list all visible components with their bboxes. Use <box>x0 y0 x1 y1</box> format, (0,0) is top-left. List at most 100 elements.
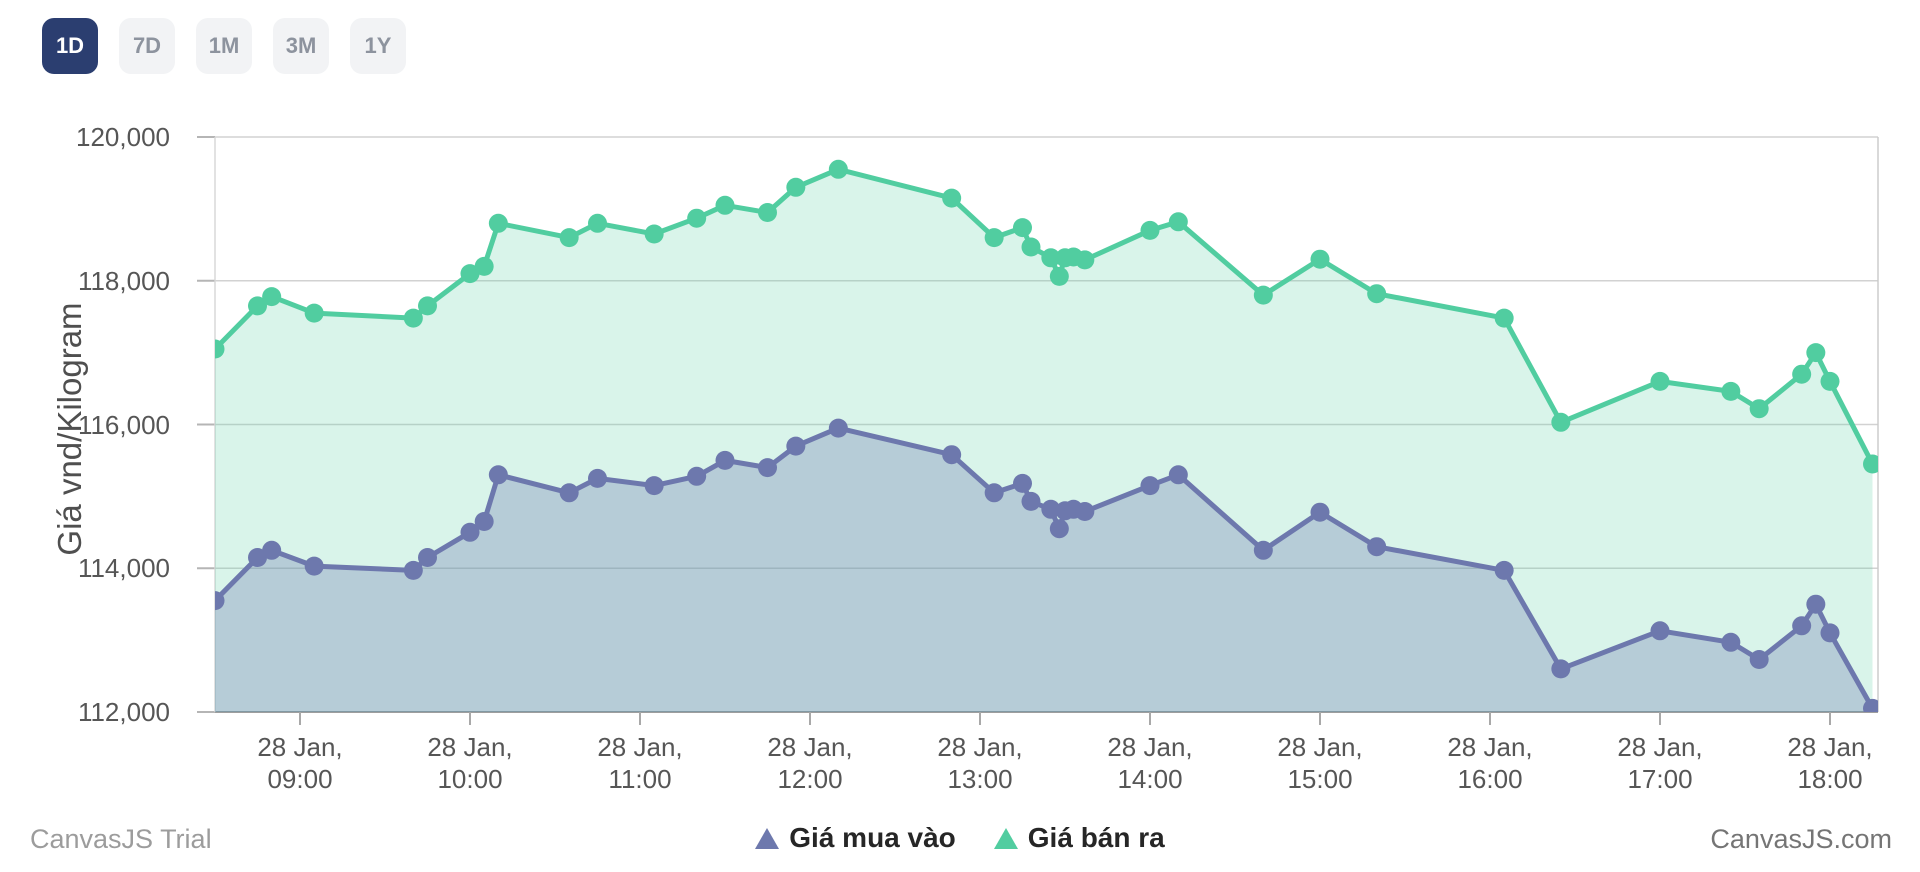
sell-data-point-marker[interactable] <box>1310 249 1330 269</box>
sell-data-point-marker[interactable] <box>588 213 607 233</box>
buy-data-point-marker[interactable] <box>248 548 267 567</box>
range-button-1m[interactable]: 1M <box>196 18 252 74</box>
x-tick-label: 28 Jan, 18:00 <box>1787 732 1873 794</box>
buy-data-point-marker[interactable] <box>1820 623 1840 643</box>
buy-data-point-marker[interactable] <box>304 556 324 576</box>
buy-data-point-marker[interactable] <box>460 522 480 542</box>
buy-data-point-marker[interactable] <box>262 540 282 560</box>
buy-data-point-marker[interactable] <box>1806 594 1826 614</box>
buy-data-point-marker[interactable] <box>1140 476 1160 496</box>
buy-data-point-marker[interactable] <box>403 560 423 580</box>
buy-data-point-marker[interactable] <box>1721 632 1741 652</box>
sell-data-point-marker[interactable] <box>758 203 777 222</box>
range-button-1y[interactable]: 1Y <box>350 18 406 74</box>
legend: Giá mua vào Giá bán ra <box>0 822 1920 854</box>
sell-data-point-marker[interactable] <box>1049 266 1069 286</box>
buy-data-point-marker[interactable] <box>1310 502 1330 522</box>
range-button-7d[interactable]: 7D <box>119 18 175 74</box>
sell-data-point-marker[interactable] <box>403 308 423 328</box>
sell-data-point-marker[interactable] <box>1749 399 1769 419</box>
sell-data-point-marker[interactable] <box>1863 454 1882 474</box>
buy-data-point-marker[interactable] <box>474 512 494 531</box>
buy-data-point-marker[interactable] <box>644 476 664 496</box>
buy-data-point-marker[interactable] <box>588 468 607 488</box>
buy-data-point-marker[interactable] <box>758 458 777 478</box>
sell-data-point-marker[interactable] <box>1551 412 1571 432</box>
sell-data-point-marker[interactable] <box>1168 212 1188 232</box>
buy-data-point-marker[interactable] <box>1013 473 1032 493</box>
legend-item-gia-ban-ra[interactable]: Giá bán ra <box>993 822 1165 854</box>
sell-data-point-marker[interactable] <box>715 195 735 215</box>
sell-data-point-marker[interactable] <box>828 159 848 179</box>
sell-data-point-marker[interactable] <box>262 287 282 307</box>
legend-item-gia-mua-vao[interactable]: Giá mua vào <box>755 822 956 854</box>
sell-data-point-marker[interactable] <box>1075 250 1095 270</box>
sell-data-point-marker[interactable] <box>1650 371 1670 391</box>
sell-data-point-marker[interactable] <box>418 296 437 316</box>
buy-series-area <box>215 428 1873 712</box>
y-tick-label: 120,000 <box>76 122 170 152</box>
sell-data-point-marker[interactable] <box>474 256 494 276</box>
range-button-3m[interactable]: 3M <box>273 18 329 74</box>
x-tick-label: 28 Jan, 15:00 <box>1277 732 1363 794</box>
buy-data-point-marker[interactable] <box>1863 698 1882 718</box>
y-tick-label: 114,000 <box>77 553 170 584</box>
y-tick-label: 112,000 <box>77 697 170 727</box>
x-tick-label: 28 Jan, 11:00 <box>597 732 683 794</box>
sell-data-point-marker[interactable] <box>1367 284 1387 304</box>
sell-data-point-marker[interactable] <box>644 224 664 244</box>
sell-data-point-marker[interactable] <box>786 177 806 197</box>
sell-data-point-marker[interactable] <box>1013 218 1032 238</box>
buy-data-point-marker[interactable] <box>1168 465 1188 485</box>
range-button-1d[interactable]: 1D <box>42 18 98 74</box>
buy-data-point-marker[interactable] <box>786 436 806 456</box>
sell-data-point-marker[interactable] <box>1253 285 1273 305</box>
sell-data-point-marker[interactable] <box>488 213 508 233</box>
buy-data-point-marker[interactable] <box>687 466 707 486</box>
buy-data-point-marker[interactable] <box>1749 650 1769 669</box>
sell-data-point-marker[interactable] <box>559 228 579 248</box>
buy-data-point-marker[interactable] <box>1551 659 1571 679</box>
x-tick-label: 28 Jan, 13:00 <box>937 732 1023 794</box>
sell-data-point-marker[interactable] <box>1021 237 1041 257</box>
buy-data-point-marker[interactable] <box>1792 616 1812 636</box>
sell-data-point-marker[interactable] <box>248 296 267 316</box>
buy-data-point-marker[interactable] <box>984 483 1004 503</box>
buy-data-point-marker[interactable] <box>1041 499 1061 519</box>
sell-data-point-marker[interactable] <box>1806 343 1826 363</box>
buy-data-point-marker[interactable] <box>559 483 579 503</box>
sell-data-point-marker[interactable] <box>460 264 480 284</box>
sell-data-point-marker[interactable] <box>304 303 324 323</box>
buy-data-point-marker[interactable] <box>488 465 508 485</box>
buy-data-point-marker[interactable] <box>715 450 735 470</box>
buy-data-point-marker[interactable] <box>1021 491 1041 511</box>
x-tick-label: 28 Jan, 12:00 <box>767 732 853 794</box>
canvasjs-credit-link[interactable]: CanvasJS.com <box>1710 824 1892 854</box>
sell-data-point-marker[interactable] <box>687 208 707 228</box>
buy-data-point-marker[interactable] <box>206 591 225 611</box>
legend-triangle-icon <box>755 827 780 849</box>
buy-data-point-marker[interactable] <box>1075 502 1095 521</box>
buy-data-point-marker[interactable] <box>1494 560 1514 580</box>
x-tick-label: 28 Jan, 16:00 <box>1447 732 1533 794</box>
x-tick-label: 28 Jan, 17:00 <box>1617 732 1703 794</box>
buy-data-point-marker[interactable] <box>1650 621 1670 641</box>
buy-data-point-marker[interactable] <box>1253 540 1273 560</box>
sell-data-point-marker[interactable] <box>942 188 962 208</box>
sell-data-point-marker[interactable] <box>1041 248 1061 268</box>
buy-data-point-marker[interactable] <box>828 418 848 438</box>
buy-data-point-marker[interactable] <box>1049 519 1069 539</box>
sell-data-point-marker[interactable] <box>1820 371 1840 391</box>
buy-data-point-marker[interactable] <box>942 445 962 465</box>
sell-data-point-marker[interactable] <box>1721 381 1741 401</box>
sell-data-point-marker[interactable] <box>1494 308 1514 328</box>
buy-data-point-marker[interactable] <box>418 548 437 567</box>
canvasjs-trial-watermark: CanvasJS Trial <box>30 824 212 854</box>
buy-data-point-marker[interactable] <box>1367 537 1387 557</box>
sell-data-point-marker[interactable] <box>1140 220 1160 240</box>
sell-data-point-marker[interactable] <box>206 339 225 359</box>
sell-data-point-marker[interactable] <box>984 228 1004 248</box>
sell-data-point-marker[interactable] <box>1792 364 1812 384</box>
range-selector: 1D 7D 1M 3M 1Y <box>42 18 406 74</box>
